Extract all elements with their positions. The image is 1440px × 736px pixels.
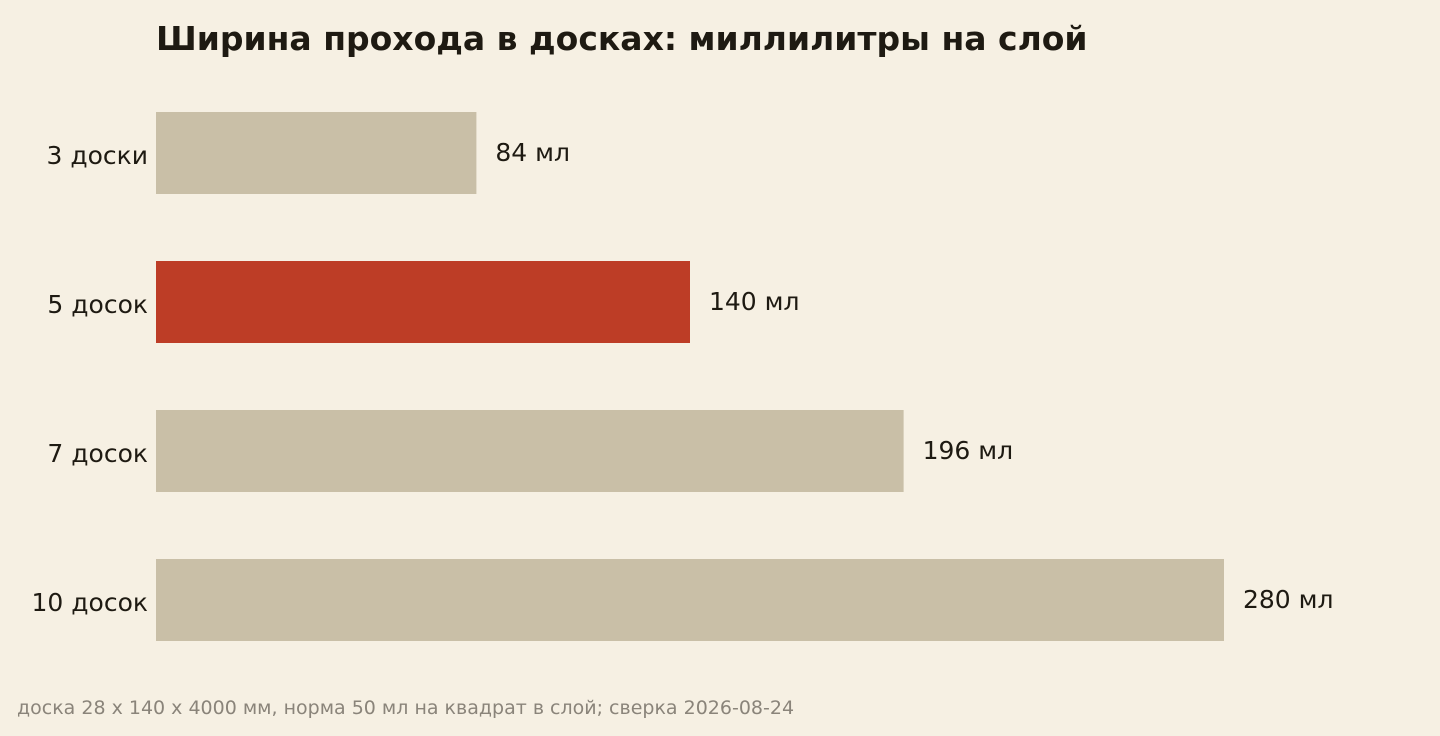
chart-footnote: доска 28 x 140 x 4000 мм, норма 50 мл на… [17, 697, 795, 719]
bar-highlighted [156, 261, 690, 343]
bar [156, 410, 904, 492]
category-label: 3 доски [46, 141, 148, 170]
value-label: 140 мл [709, 287, 800, 316]
category-label: 5 досок [47, 290, 148, 319]
value-label: 84 мл [495, 138, 570, 167]
chart-title: Ширина прохода в досках: миллилитры на с… [156, 19, 1088, 58]
bar [156, 112, 477, 194]
category-label: 10 досок [32, 588, 148, 617]
value-label: 196 мл [923, 436, 1014, 465]
value-label: 280 мл [1243, 585, 1334, 614]
category-label: 7 досок [47, 439, 148, 468]
bar [156, 559, 1224, 641]
